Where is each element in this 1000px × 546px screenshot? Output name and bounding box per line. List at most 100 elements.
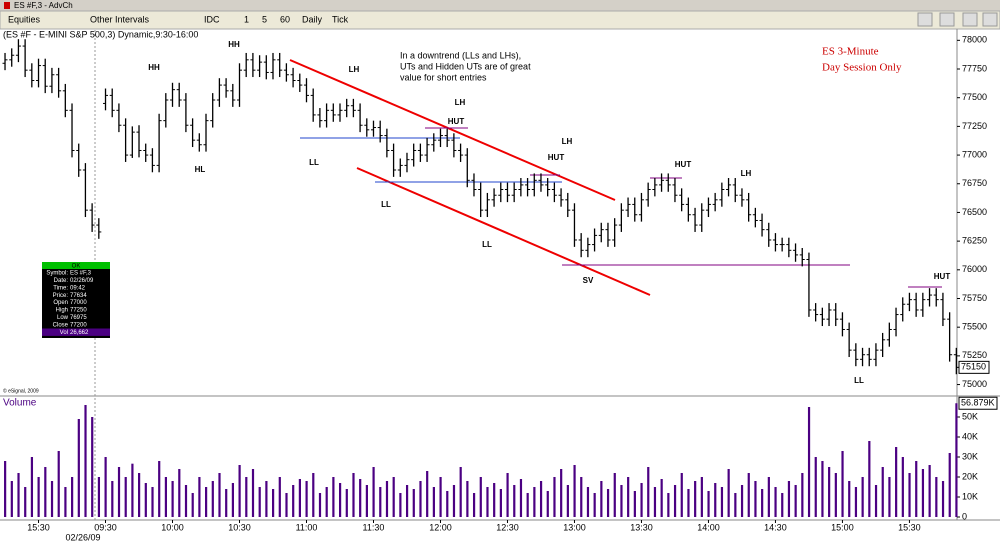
volume-bar (828, 467, 831, 517)
volume-bar (814, 457, 817, 517)
swing-label: HH (228, 40, 240, 49)
data-window-key: Time: (53, 285, 68, 291)
volume-bar (841, 451, 844, 517)
volume-bar (352, 473, 355, 517)
note-line: In a downtrend (LLs and LHs), (400, 50, 521, 60)
y-tick-label: 75000 (962, 379, 987, 389)
note-line: UTs and Hidden UTs are of great (400, 61, 531, 71)
toolbar-button[interactable] (962, 12, 978, 27)
volume-bar (479, 477, 482, 517)
toolbar-item[interactable]: Tick (332, 14, 349, 24)
volume-bar (680, 473, 683, 517)
volume-bar (707, 491, 710, 517)
title-bar (0, 0, 1000, 11)
volume-bar (392, 477, 395, 517)
volume-bar (834, 473, 837, 517)
volume-bar (761, 489, 764, 517)
toolbar-item[interactable]: Equities (8, 14, 41, 24)
volume-bar (553, 477, 556, 517)
volume-bar (941, 481, 945, 517)
volume-bar (606, 489, 610, 517)
volume-bar (245, 477, 248, 517)
volume-bar (24, 487, 27, 517)
volume-bar (653, 487, 657, 517)
volume-bar (278, 477, 281, 517)
x-tick-label: 10:30 (228, 522, 251, 532)
toolbar-item[interactable]: IDC (204, 14, 220, 24)
data-window-key: Price: (53, 293, 69, 299)
volume-bar (372, 467, 375, 517)
volume-bar (446, 491, 449, 517)
volume-bar (935, 477, 938, 517)
toolbar-button[interactable] (917, 12, 933, 27)
volume-bar (365, 485, 368, 517)
volume-bar (312, 473, 315, 517)
volume-bar (231, 483, 235, 517)
data-window-value: 09:42 (70, 285, 86, 291)
toolbar-button[interactable] (982, 12, 998, 27)
volume-bar (439, 477, 442, 517)
volume-bar (754, 481, 757, 517)
data-window-value: 77634 (70, 293, 87, 299)
volume-bar (452, 485, 456, 517)
toolbar-button[interactable] (939, 12, 955, 27)
date-label: 02/26/09 (65, 532, 100, 542)
volume-bar (44, 467, 47, 517)
swing-label: LH (349, 65, 360, 74)
y-tick-label: 76000 (962, 264, 987, 274)
volume-bar (225, 489, 228, 517)
volume-bar (50, 481, 54, 517)
toolbar-item[interactable]: 1 (244, 14, 249, 24)
volume-bar (57, 451, 60, 517)
data-window-value: 77250 (70, 308, 87, 314)
volume-bar (580, 477, 583, 517)
x-tick-label: 15:30 (27, 522, 50, 532)
toolbar-item[interactable]: Daily (302, 14, 323, 24)
y-tick-label: 75250 (962, 350, 987, 360)
data-window-key: Low (57, 315, 69, 321)
swing-label: LL (854, 376, 864, 385)
data-window-bg (42, 262, 110, 338)
volume-bar (271, 489, 275, 517)
volume-bar (901, 457, 904, 517)
data-window-header (42, 262, 110, 269)
volume-bar (385, 481, 389, 517)
y-tick-label: 77000 (962, 149, 987, 159)
y-tick-label: 77750 (962, 63, 987, 73)
swing-label: HH (148, 63, 160, 72)
volume-title: Volume (3, 398, 37, 409)
toolbar-item[interactable]: 60 (280, 14, 290, 24)
chart-title: (ES #F - E-MINI S&P 500,3) Dynamic,9:30-… (3, 29, 198, 39)
volume-bar (506, 473, 509, 517)
volume-bar (419, 481, 422, 517)
toolbar-items: Equities Other Intervals IDC 1 5 60 Daily Tick (8, 14, 349, 24)
toolbar-item[interactable]: Other Intervals (90, 14, 150, 24)
volume-bar (251, 469, 255, 517)
volume-bar (787, 481, 791, 517)
swing-label: SV (583, 276, 594, 285)
volume-bar (854, 487, 858, 517)
volume-bar (734, 493, 737, 517)
toolbar-item[interactable]: 5 (262, 14, 267, 24)
data-window-key: Close (53, 322, 69, 328)
x-tick-label: 11:00 (296, 522, 318, 532)
volume-bar (472, 493, 476, 517)
data-window-value: 26,662 (70, 330, 89, 336)
data-window-value: 02/26/09 (70, 278, 94, 284)
data-window-value: 76975 (70, 315, 87, 321)
toolbar (0, 10, 1000, 30)
data-window-key: Date: (54, 278, 69, 284)
volume-bar (151, 487, 154, 517)
session-label: ES 3-Minute (822, 46, 879, 58)
volume-bar (546, 491, 549, 517)
volume-bar (700, 477, 703, 517)
data-window-key: Vol (60, 330, 68, 336)
volume-bar (807, 407, 811, 517)
x-tick-label: 14:30 (764, 522, 787, 532)
volume-bar (633, 491, 636, 517)
volume-bar (218, 473, 221, 517)
data-window-key: Open (53, 300, 68, 306)
swing-label: HUT (675, 160, 692, 169)
volume-bar (265, 481, 268, 517)
